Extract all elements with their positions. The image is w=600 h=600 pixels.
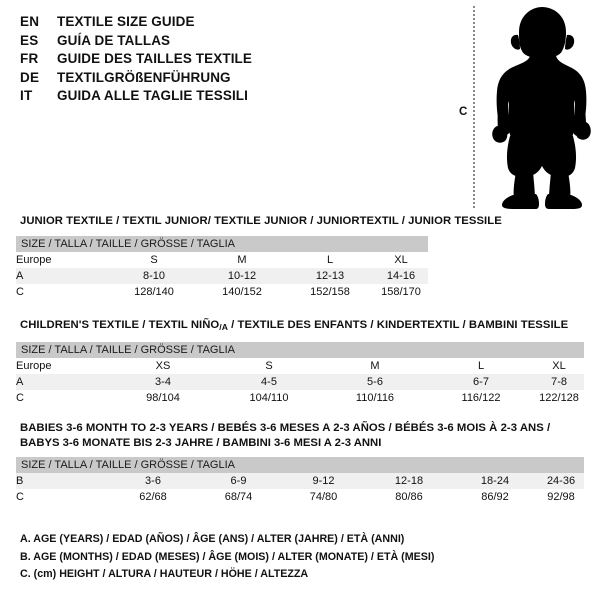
row-label: A — [16, 267, 110, 284]
row-label: B — [16, 473, 110, 489]
cell-value: XL — [374, 251, 428, 268]
babies-size-table: SIZE / TALLA / TAILLE / GRÖSSE / TAGLIA … — [16, 457, 585, 505]
section-title-babies-line2: BABYS 3-6 MONATE BIS 2-3 JAHRE / BAMBINI… — [20, 436, 382, 449]
row-label: A — [16, 373, 110, 390]
cell-value: S — [110, 251, 198, 268]
language-code: DE — [20, 69, 40, 85]
cell-value: 152/158 — [286, 283, 374, 300]
section-childrens-textile: CHILDREN'S TEXTILE / TEXTIL NIÑO/A / TEX… — [16, 318, 585, 406]
cell-value: 110/116 — [322, 389, 428, 406]
cell-value: 128/140 — [110, 283, 198, 300]
section-title-children: CHILDREN'S TEXTILE / TEXTIL NIÑO/A / TEX… — [20, 318, 584, 335]
cell-value: 3-4 — [110, 373, 216, 390]
cell-value: 24-36 — [538, 473, 585, 489]
row-label: Europe — [16, 357, 110, 374]
cell-value: 12-18 — [366, 473, 452, 489]
cell-value: XS — [110, 357, 216, 374]
cell-value: 80/86 — [366, 489, 452, 505]
children-table-header-label: SIZE / TALLA / TAILLE / GRÖSSE / TAGLIA — [16, 341, 585, 358]
cell-value: 7-8 — [534, 373, 585, 390]
cell-value: S — [216, 357, 322, 374]
legend-line-b: B. AGE (MONTHS) / EDAD (MESES) / ÂGE (MO… — [20, 550, 435, 563]
cell-value: 116/122 — [428, 389, 534, 406]
table-row: Europe XS S M L XL — [16, 357, 585, 374]
language-title: TEXTILE SIZE GUIDE — [57, 14, 195, 29]
legend-line-a: A. AGE (YEARS) / EDAD (AÑOS) / ÂGE (ANS)… — [20, 533, 405, 545]
cell-value: 140/152 — [198, 283, 286, 300]
cell-value: L — [286, 251, 374, 268]
section-title-children-sub: /A — [219, 322, 228, 332]
table-row: A 3-4 4-5 5-6 6-7 7-8 — [16, 373, 585, 390]
cell-value: L — [428, 357, 534, 374]
cell-value: 10-12 — [198, 267, 286, 284]
cell-value: 6-9 — [196, 473, 281, 489]
language-title-block: EN TEXTILE SIZE GUIDE ES GUÍA DE TALLAS … — [20, 14, 440, 107]
junior-table-header-label: SIZE / TALLA / TAILLE / GRÖSSE / TAGLIA — [16, 235, 428, 252]
row-label: Europe — [16, 251, 110, 268]
section-babies-textile: BABIES 3-6 MONTH TO 2-3 YEARS / BEBÉS 3-… — [16, 421, 585, 505]
children-size-table: SIZE / TALLA / TAILLE / GRÖSSE / TAGLIA … — [16, 341, 585, 406]
height-diagram: C — [440, 0, 600, 215]
language-title: GUIDE DES TAILLES TEXTILE — [57, 51, 253, 66]
table-row: B 3-6 6-9 9-12 12-18 18-24 24-36 — [16, 473, 585, 489]
cell-value: 12-13 — [286, 267, 374, 284]
language-code: FR — [20, 51, 39, 66]
section-junior-textile: JUNIOR TEXTILE / TEXTIL JUNIOR/ TEXTILE … — [16, 214, 502, 300]
table-row: C 62/68 68/74 74/80 80/86 86/92 92/98 — [16, 489, 585, 505]
junior-size-table: SIZE / TALLA / TAILLE / GRÖSSE / TAGLIA … — [16, 235, 428, 300]
language-title: GUIDA ALLE TAGLIE TESSILI — [57, 88, 248, 103]
language-code: EN — [20, 14, 40, 29]
section-title-children-part2: / TEXTILE DES ENFANTS / KINDERTEXTIL / B… — [227, 319, 569, 331]
row-label: C — [16, 283, 110, 300]
language-row: FR GUIDE DES TAILLES TEXTILE — [20, 51, 440, 70]
cell-value: 98/104 — [110, 389, 216, 406]
cell-value: 14-16 — [374, 267, 428, 284]
babies-table-header-label: SIZE / TALLA / TAILLE / GRÖSSE / TAGLIA — [16, 457, 585, 473]
table-row: C 128/140 140/152 152/158 158/170 — [16, 283, 428, 300]
table-header-row: SIZE / TALLA / TAILLE / GRÖSSE / TAGLIA — [16, 457, 585, 473]
cell-value: 9-12 — [281, 473, 366, 489]
cell-value: M — [322, 357, 428, 374]
legend-line-c: C. (cm) HEIGHT / ALTURA / HAUTEUR / HÖHE… — [20, 568, 309, 580]
language-code: IT — [20, 88, 33, 103]
legend-block: A. AGE (YEARS) / EDAD (AÑOS) / ÂGE (ANS)… — [20, 531, 540, 584]
cell-value: 74/80 — [281, 489, 366, 505]
language-title: GUÍA DE TALLAS — [57, 32, 171, 48]
cell-value: 104/110 — [216, 389, 322, 406]
language-row: EN TEXTILE SIZE GUIDE — [20, 14, 440, 33]
section-title-junior: JUNIOR TEXTILE / TEXTIL JUNIOR/ TEXTILE … — [20, 215, 502, 227]
language-row: ES GUÍA DE TALLAS — [20, 33, 440, 52]
table-header-row: SIZE / TALLA / TAILLE / GRÖSSE / TAGLIA — [16, 235, 428, 252]
cell-value: 4-5 — [216, 373, 322, 390]
language-code: ES — [20, 32, 39, 48]
toddler-silhouette-icon — [492, 7, 591, 209]
cell-value: 62/68 — [110, 489, 196, 505]
language-row: IT GUIDA ALLE TAGLIE TESSILI — [20, 88, 440, 107]
table-row: A 8-10 10-12 12-13 14-16 — [16, 267, 428, 284]
cell-value: 3-6 — [110, 473, 196, 489]
cell-value: 18-24 — [452, 473, 538, 489]
language-row: DE TEXTILGRÖßENFÜHRUNG — [20, 70, 440, 89]
row-label: C — [16, 389, 110, 406]
height-measure-label: C — [458, 105, 469, 121]
cell-value: 68/74 — [196, 489, 281, 505]
section-title-babies-line1: BABIES 3-6 MONTH TO 2-3 YEARS / BEBÉS 3-… — [20, 422, 551, 434]
table-header-row: SIZE / TALLA / TAILLE / GRÖSSE / TAGLIA — [16, 341, 585, 358]
table-row: Europe S M L XL — [16, 251, 428, 268]
cell-value: M — [198, 251, 286, 268]
cell-value: XL — [534, 357, 585, 374]
cell-value: 5-6 — [322, 373, 428, 390]
cell-value: 86/92 — [452, 489, 538, 505]
table-row: C 98/104 104/110 110/116 116/122 122/128 — [16, 389, 585, 406]
section-title-children-part1: CHILDREN'S TEXTILE / TEXTIL NIÑO — [20, 319, 220, 331]
cell-value: 122/128 — [534, 389, 585, 406]
cell-value: 158/170 — [374, 283, 428, 300]
cell-value: 8-10 — [110, 267, 198, 284]
row-label: C — [16, 489, 110, 505]
cell-value: 6-7 — [428, 373, 534, 390]
language-title: TEXTILGRÖßENFÜHRUNG — [57, 69, 231, 85]
height-dotted-line — [473, 6, 475, 208]
cell-value: 92/98 — [538, 489, 585, 505]
